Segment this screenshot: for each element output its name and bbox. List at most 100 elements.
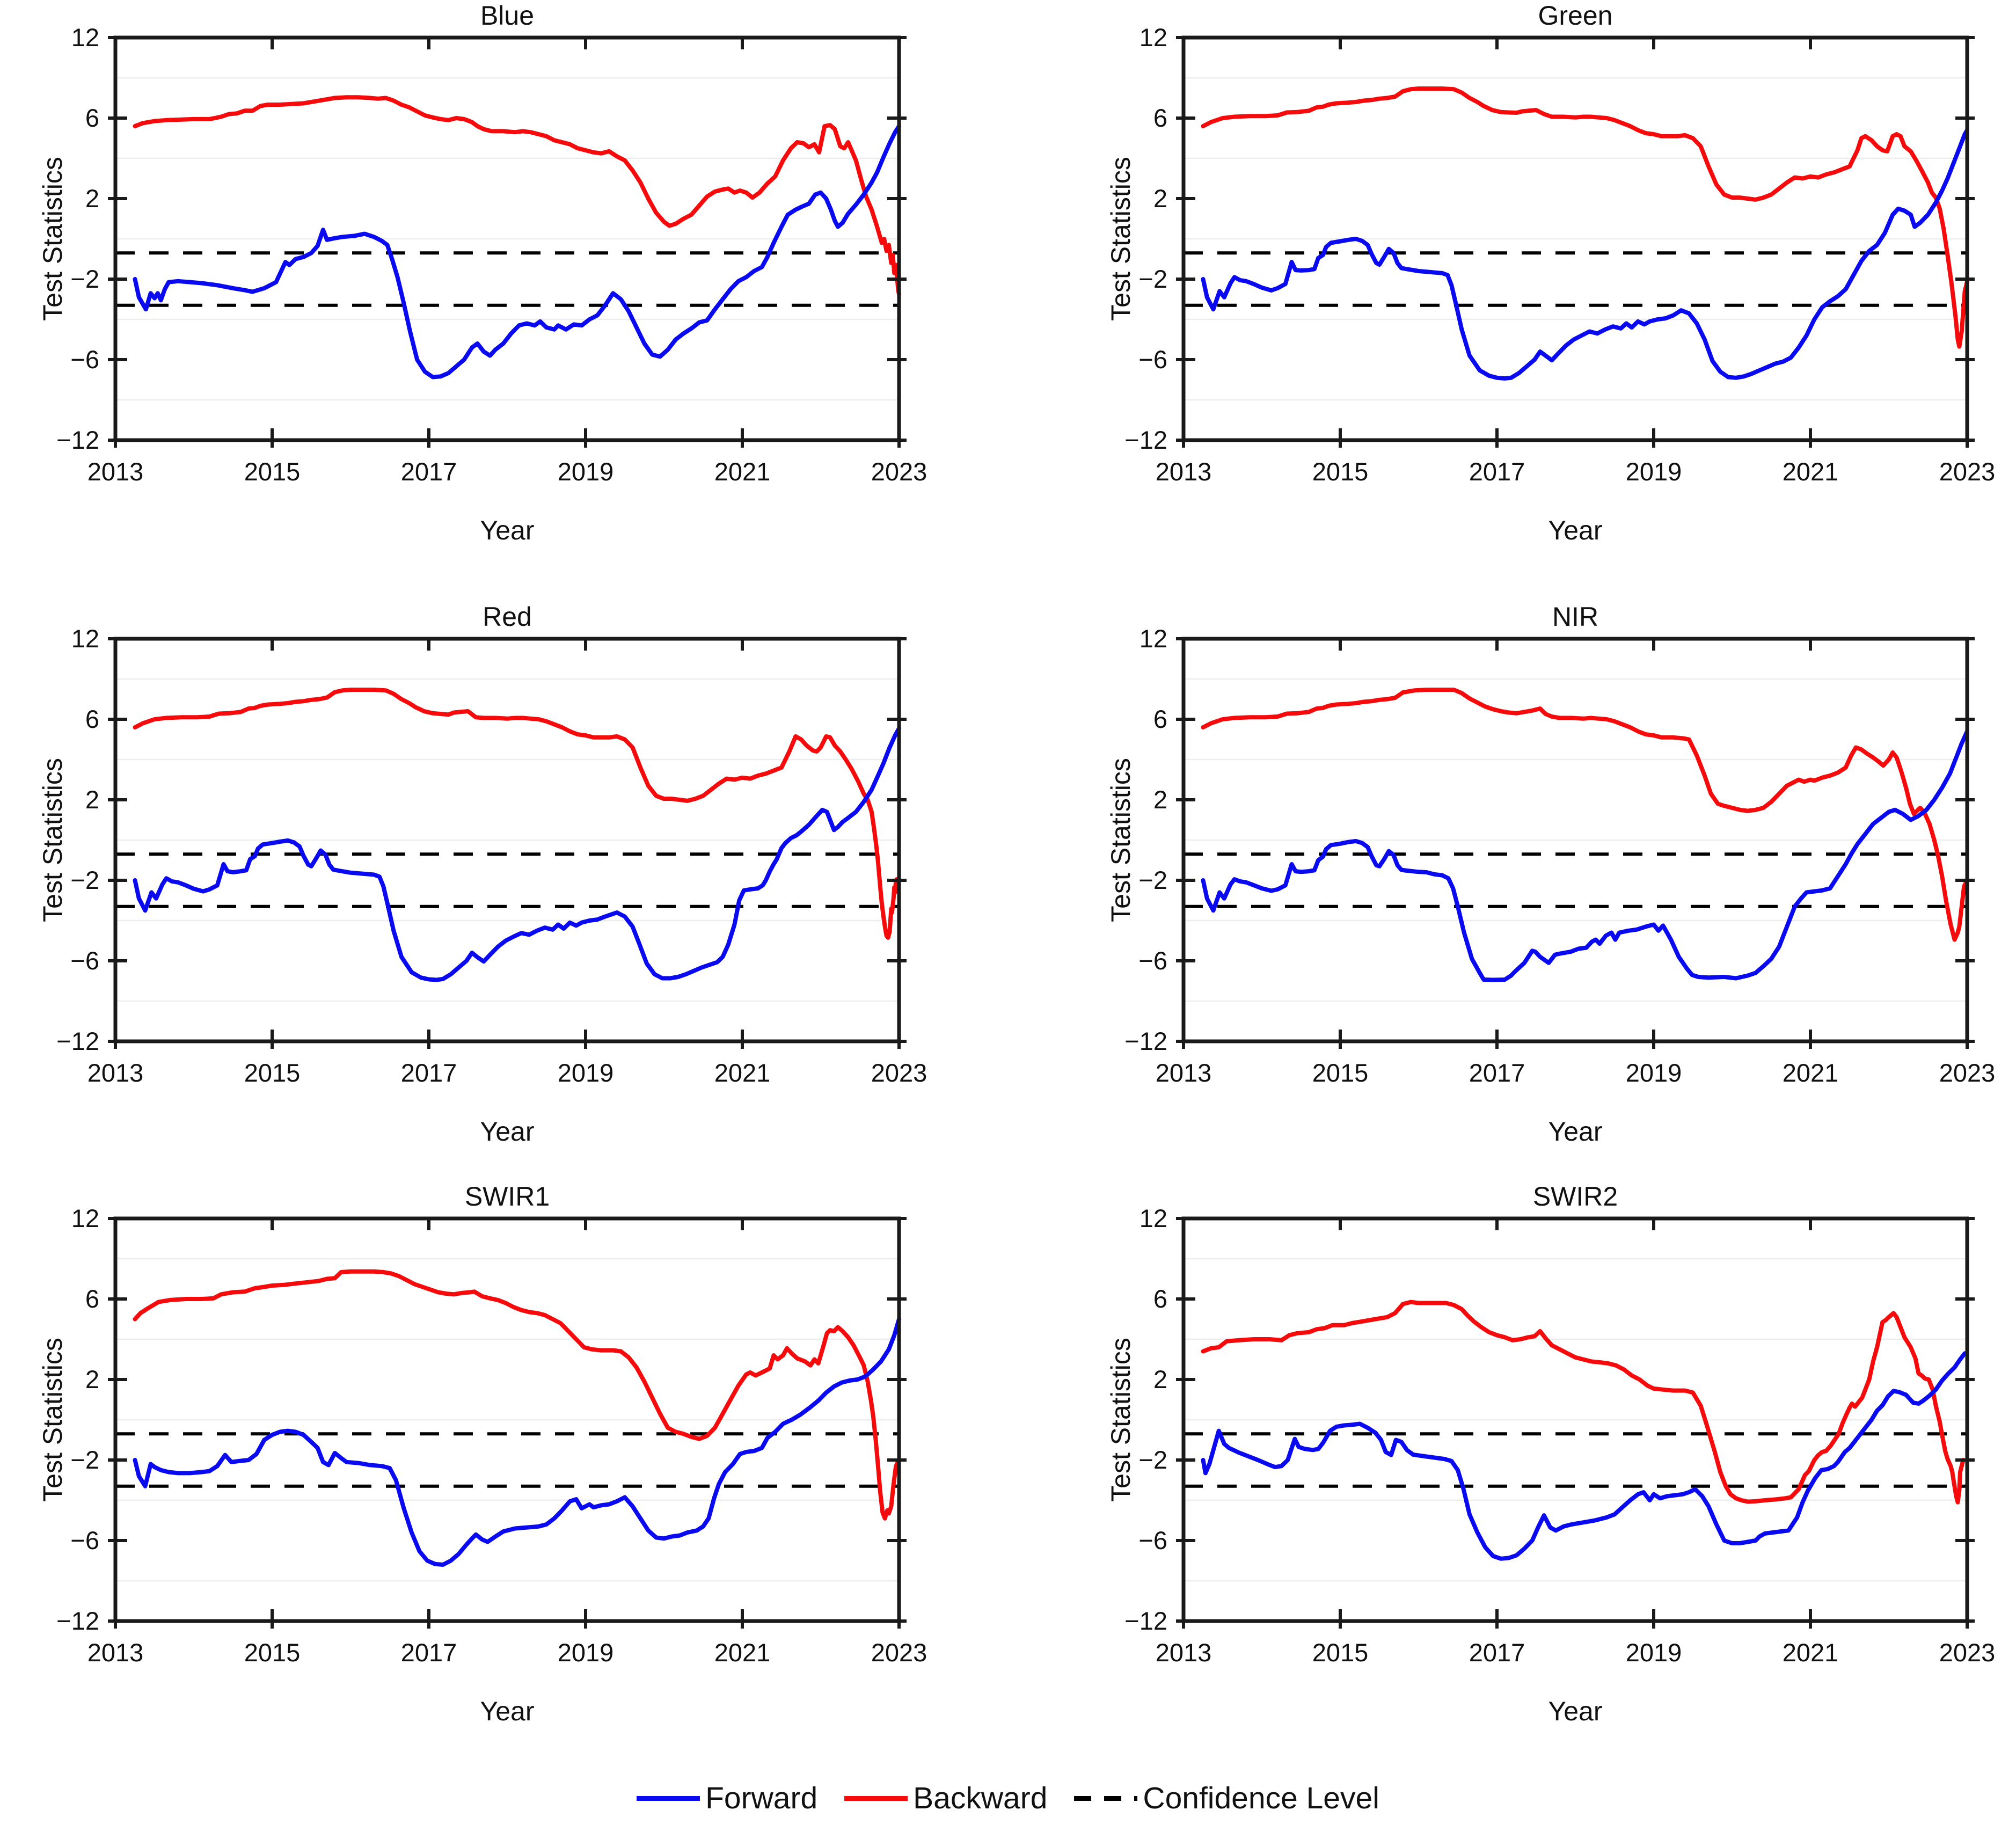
- x-tick-label: 2019: [1626, 1638, 1682, 1667]
- x-tick-label: 2019: [1626, 457, 1682, 486]
- y-tick-label: −6: [1138, 1526, 1167, 1554]
- x-tick-label: 2013: [1156, 1638, 1212, 1667]
- chart-title: NIR: [1552, 602, 1599, 632]
- chart-title: SWIR2: [1532, 1181, 1618, 1211]
- y-tick-label: −6: [1138, 946, 1167, 975]
- x-tick-label: 2019: [558, 457, 614, 486]
- x-tick-label: 2013: [1156, 457, 1212, 486]
- x-tick-label: 2021: [714, 1059, 771, 1087]
- x-tick-label: 2023: [871, 1059, 927, 1087]
- x-tick-label: 2013: [87, 1638, 144, 1667]
- forward-series-line: [133, 1317, 901, 1567]
- x-tick-label: 2021: [1783, 1059, 1839, 1087]
- y-tick-label: −6: [1138, 345, 1167, 374]
- y-tick-label: −2: [70, 866, 99, 894]
- y-tick-label: 12: [71, 1204, 99, 1232]
- dashed-line-icon: [1074, 1795, 1138, 1801]
- y-tick-label: −12: [56, 426, 99, 454]
- y-tick-label: 6: [1153, 104, 1167, 132]
- y-tick-label: −12: [1124, 426, 1167, 454]
- y-tick-label: −12: [56, 1607, 99, 1635]
- backward-series-line: [133, 95, 901, 297]
- y-tick-label: 6: [85, 1284, 99, 1313]
- y-tick-label: −6: [70, 345, 99, 374]
- y-tick-label: −12: [56, 1027, 99, 1055]
- x-tick-label: 2017: [401, 1059, 457, 1087]
- plot-area: 2013 2015 2017 2019 2021 2023 12 6 2 −2 −6 −12: [1124, 624, 1996, 1087]
- x-tick-label: 2013: [87, 1059, 144, 1087]
- x-tick-label: 2021: [714, 1638, 771, 1667]
- x-tick-label: 2017: [1469, 1638, 1525, 1667]
- x-tick-label: 2023: [1939, 1638, 1996, 1667]
- forward-line-icon: [637, 1795, 700, 1801]
- chart-title: Blue: [480, 1, 535, 31]
- x-tick-label: 2015: [244, 457, 301, 486]
- chart-green: Green Test Statistics 2013 2015 2017 2019 20…: [1068, 0, 2016, 569]
- legend-item-backward: Backward: [844, 1780, 1047, 1816]
- x-tick-label: 2013: [1156, 1059, 1212, 1087]
- y-tick-label: −2: [70, 265, 99, 293]
- chart-swir2: SWIR2 Test Statistics 2013 2015 2017 2019 20…: [1068, 1181, 2016, 1750]
- y-tick-label: 6: [85, 104, 99, 132]
- x-tick-label: 2021: [714, 457, 771, 486]
- y-tick-label: 12: [1140, 23, 1167, 52]
- x-tick-label: 2019: [1626, 1059, 1682, 1087]
- chart-swir1: SWIR1 Test Statistics 2013 2015 2017 2019 20…: [0, 1181, 1008, 1750]
- y-tick-label: −12: [1124, 1607, 1167, 1635]
- chart-title: Red: [483, 602, 532, 632]
- backward-series-line: [1201, 86, 1969, 349]
- x-tick-label: 2017: [401, 1638, 457, 1667]
- backward-series-line: [133, 688, 899, 940]
- x-tick-label: 2017: [1469, 457, 1525, 486]
- x-tick-label: 2023: [871, 457, 927, 486]
- y-tick-label: −6: [70, 1526, 99, 1554]
- plot-area: 2013 2015 2017 2019 2021 2023 12 6 2 −2 −6 −12: [56, 23, 927, 486]
- y-tick-label: 2: [85, 785, 99, 814]
- legend-item-forward: Forward: [637, 1780, 817, 1816]
- y-tick-label: −12: [1124, 1027, 1167, 1055]
- y-tick-label: 2: [1153, 785, 1167, 814]
- y-tick-label: 2: [85, 1365, 99, 1393]
- forward-series-line: [133, 124, 901, 379]
- legend-item-confidence: Confidence Level: [1074, 1780, 1379, 1816]
- y-tick-label: 12: [71, 23, 99, 52]
- x-tick-label: 2023: [1939, 457, 1996, 486]
- x-tick-label: 2021: [1783, 457, 1839, 486]
- plot-area: 2013 2015 2017 2019 2021 2023 12 6 2 −2 −6 −12: [56, 624, 927, 1087]
- plot-frame: [113, 35, 901, 442]
- backward-series-line: [1201, 688, 1969, 942]
- y-tick-label: −2: [1138, 265, 1167, 293]
- x-tick-label: 2021: [1783, 1638, 1839, 1667]
- x-tick-label: 2015: [1312, 1059, 1369, 1087]
- x-tick-label: 2017: [1469, 1059, 1525, 1087]
- x-tick-label: 2015: [1312, 457, 1369, 486]
- y-tick-label: 12: [71, 624, 99, 653]
- legend-backward-label: Backward: [913, 1781, 1048, 1815]
- plot-area: 2013 2015 2017 2019 2021 2023 12 6 2 −2 −6 −12: [1124, 23, 1996, 486]
- y-tick-label: 2: [1153, 1365, 1167, 1393]
- y-tick-label: −2: [1138, 866, 1167, 894]
- plot-area: 2013 2015 2017 2019 2021 2023 12 6 2 −2 −6 −12: [56, 1204, 927, 1667]
- x-tick-label: 2015: [244, 1059, 301, 1087]
- x-axis-label: Year: [480, 515, 535, 545]
- forward-series-line: [1201, 1351, 1967, 1561]
- x-axis-label: Year: [480, 1116, 535, 1147]
- forward-series-line: [133, 726, 901, 982]
- x-tick-label: 2013: [87, 457, 144, 486]
- y-tick-label: −6: [70, 946, 99, 975]
- chart-red: Red Test Statistics 2013 2015 2017 2019 2021…: [0, 601, 1008, 1170]
- y-tick-label: 6: [1153, 1284, 1167, 1313]
- x-tick-label: 2023: [871, 1638, 927, 1667]
- y-tick-label: 12: [1140, 624, 1167, 653]
- x-tick-label: 2019: [558, 1059, 614, 1087]
- y-tick-label: 6: [1153, 705, 1167, 733]
- x-tick-label: 2023: [1939, 1059, 1996, 1087]
- chart-blue: Blue Test Statistics 2013 2015 2017 2019 202…: [0, 0, 1008, 569]
- plot-frame: [1181, 637, 1969, 1043]
- plot-frame: [1181, 35, 1969, 442]
- forward-series-line: [1201, 128, 1969, 381]
- x-axis-label: Year: [1548, 1696, 1603, 1726]
- y-tick-label: −2: [70, 1446, 99, 1474]
- plot-frame: [1181, 1216, 1969, 1623]
- plot-frame: [113, 1216, 901, 1623]
